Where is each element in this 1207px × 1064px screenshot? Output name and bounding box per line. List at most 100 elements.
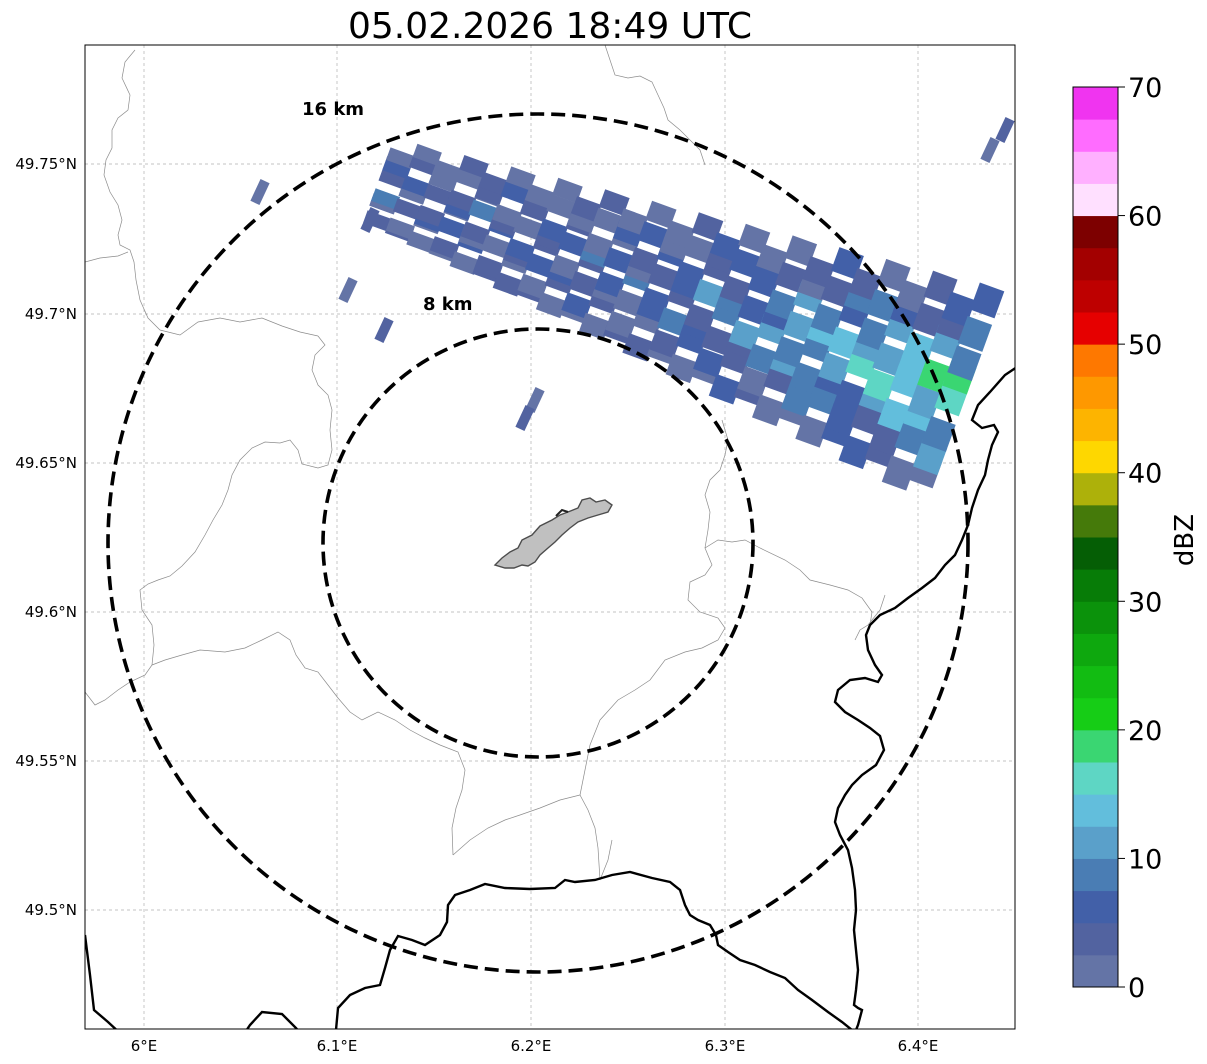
colorbar-bin <box>1073 119 1118 152</box>
echo-cell <box>719 275 752 306</box>
colorbar-bin <box>1073 151 1118 184</box>
echo-cell <box>374 317 394 343</box>
echo-cell <box>558 231 589 258</box>
echo-cell <box>673 261 706 291</box>
colorbar-bin <box>1073 504 1118 538</box>
colorbar-ticks: 0 10 20 30 40 50 60 70 <box>1118 73 1162 1004</box>
colorbar-tick-label: 10 <box>1128 844 1162 875</box>
echo-cell <box>622 333 654 362</box>
echo-cell <box>637 221 670 249</box>
admin-border-line <box>704 419 729 549</box>
colorbar-bin <box>1073 633 1118 667</box>
echo-cell <box>382 157 412 180</box>
echo-cell <box>764 289 798 321</box>
echo-cell <box>774 261 808 294</box>
echo-cell <box>856 317 890 351</box>
echo-cell <box>877 258 911 293</box>
echo-cell <box>517 273 548 300</box>
echo-cell <box>613 289 645 317</box>
echo-cell <box>649 329 681 359</box>
lat-tick-label: 49.55°N <box>15 752 77 770</box>
echo-cell <box>848 267 882 301</box>
colorbar-tick-label: 70 <box>1128 73 1162 104</box>
colorbar-bin <box>1073 247 1118 281</box>
echo-cell <box>663 220 695 249</box>
echo-cell <box>515 405 535 431</box>
echo-cell <box>773 336 806 368</box>
echo-cell <box>568 270 600 298</box>
colorbar-tick-label: 20 <box>1128 716 1162 747</box>
colorbar-tick-label: 30 <box>1128 587 1162 618</box>
echo-cell <box>582 232 614 260</box>
echo-cell <box>872 342 906 377</box>
echo-cell <box>412 143 442 166</box>
range-ring-16km <box>106 112 970 974</box>
colorbar-bin <box>1073 87 1118 120</box>
lon-tick-label: 6°E <box>131 1037 158 1055</box>
echo-cell <box>692 278 725 309</box>
echo-cell <box>947 345 982 382</box>
echo-cell <box>561 292 593 319</box>
echo-cell <box>338 277 358 303</box>
echo-cell <box>729 248 762 279</box>
admin-border-line <box>579 539 873 796</box>
admin-border-line <box>599 839 613 881</box>
echo-cell <box>500 180 531 205</box>
echo-cell <box>980 137 1000 163</box>
admin-border-line <box>579 794 601 881</box>
echo-cell <box>446 189 477 213</box>
echo-cell <box>492 271 523 297</box>
colorbar-bin <box>1073 569 1118 602</box>
echo-cell <box>923 270 958 306</box>
echo-cell <box>745 343 778 375</box>
echo-cell <box>378 167 408 190</box>
lat-tick-label: 49.75°N <box>15 155 77 173</box>
lon-tick-label: 6.2°E <box>511 1037 552 1055</box>
country-border-southwest-2 <box>245 1010 299 1029</box>
echo-cell <box>549 254 581 281</box>
echo-cell <box>415 204 446 228</box>
figure-title: 05.02.2026 18:49 UTC <box>348 6 752 47</box>
colorbar-bin <box>1073 215 1118 249</box>
echo-cell <box>708 373 742 405</box>
echo-cell <box>824 402 859 437</box>
echo-cell <box>594 270 626 299</box>
echo-cell <box>492 204 523 229</box>
colorbar-bin <box>1073 183 1118 217</box>
echo-cell <box>385 147 415 169</box>
echo-cell <box>820 275 854 308</box>
radar-site-area <box>493 497 613 569</box>
echo-cell <box>385 217 415 240</box>
echo-cell <box>481 234 512 259</box>
colorbar-bin <box>1073 794 1118 827</box>
echo-cell <box>449 251 480 275</box>
echo-cell <box>408 153 439 176</box>
echo-cell <box>701 325 734 356</box>
echo-cell <box>737 294 770 326</box>
echo-cell <box>957 316 993 352</box>
lon-tick-label: 6.4°E <box>898 1037 939 1055</box>
colorbar-bin <box>1073 440 1118 474</box>
admin-borders <box>85 45 886 881</box>
echo-cell <box>525 387 545 413</box>
echo-cell <box>460 221 491 246</box>
colorbar-label: dBZ <box>1170 514 1200 566</box>
echo-cell <box>795 414 829 448</box>
echo-cell <box>524 183 555 209</box>
echo-cell <box>454 167 485 191</box>
map-content <box>85 45 1015 1029</box>
admin-border-line <box>604 45 706 166</box>
echo-cell <box>647 263 680 292</box>
echo-cell <box>592 207 623 235</box>
echo-cell <box>513 215 544 241</box>
colorbar-bin <box>1073 279 1118 313</box>
echo-cell <box>570 196 602 223</box>
echo-cell <box>429 236 460 260</box>
range-ring-8km <box>321 327 755 759</box>
colorbar-bin <box>1073 762 1118 795</box>
echo-cell <box>432 159 462 183</box>
colorbar-bin <box>1073 954 1118 988</box>
colorbar-bin <box>1073 344 1118 377</box>
echo-cell <box>683 303 716 333</box>
